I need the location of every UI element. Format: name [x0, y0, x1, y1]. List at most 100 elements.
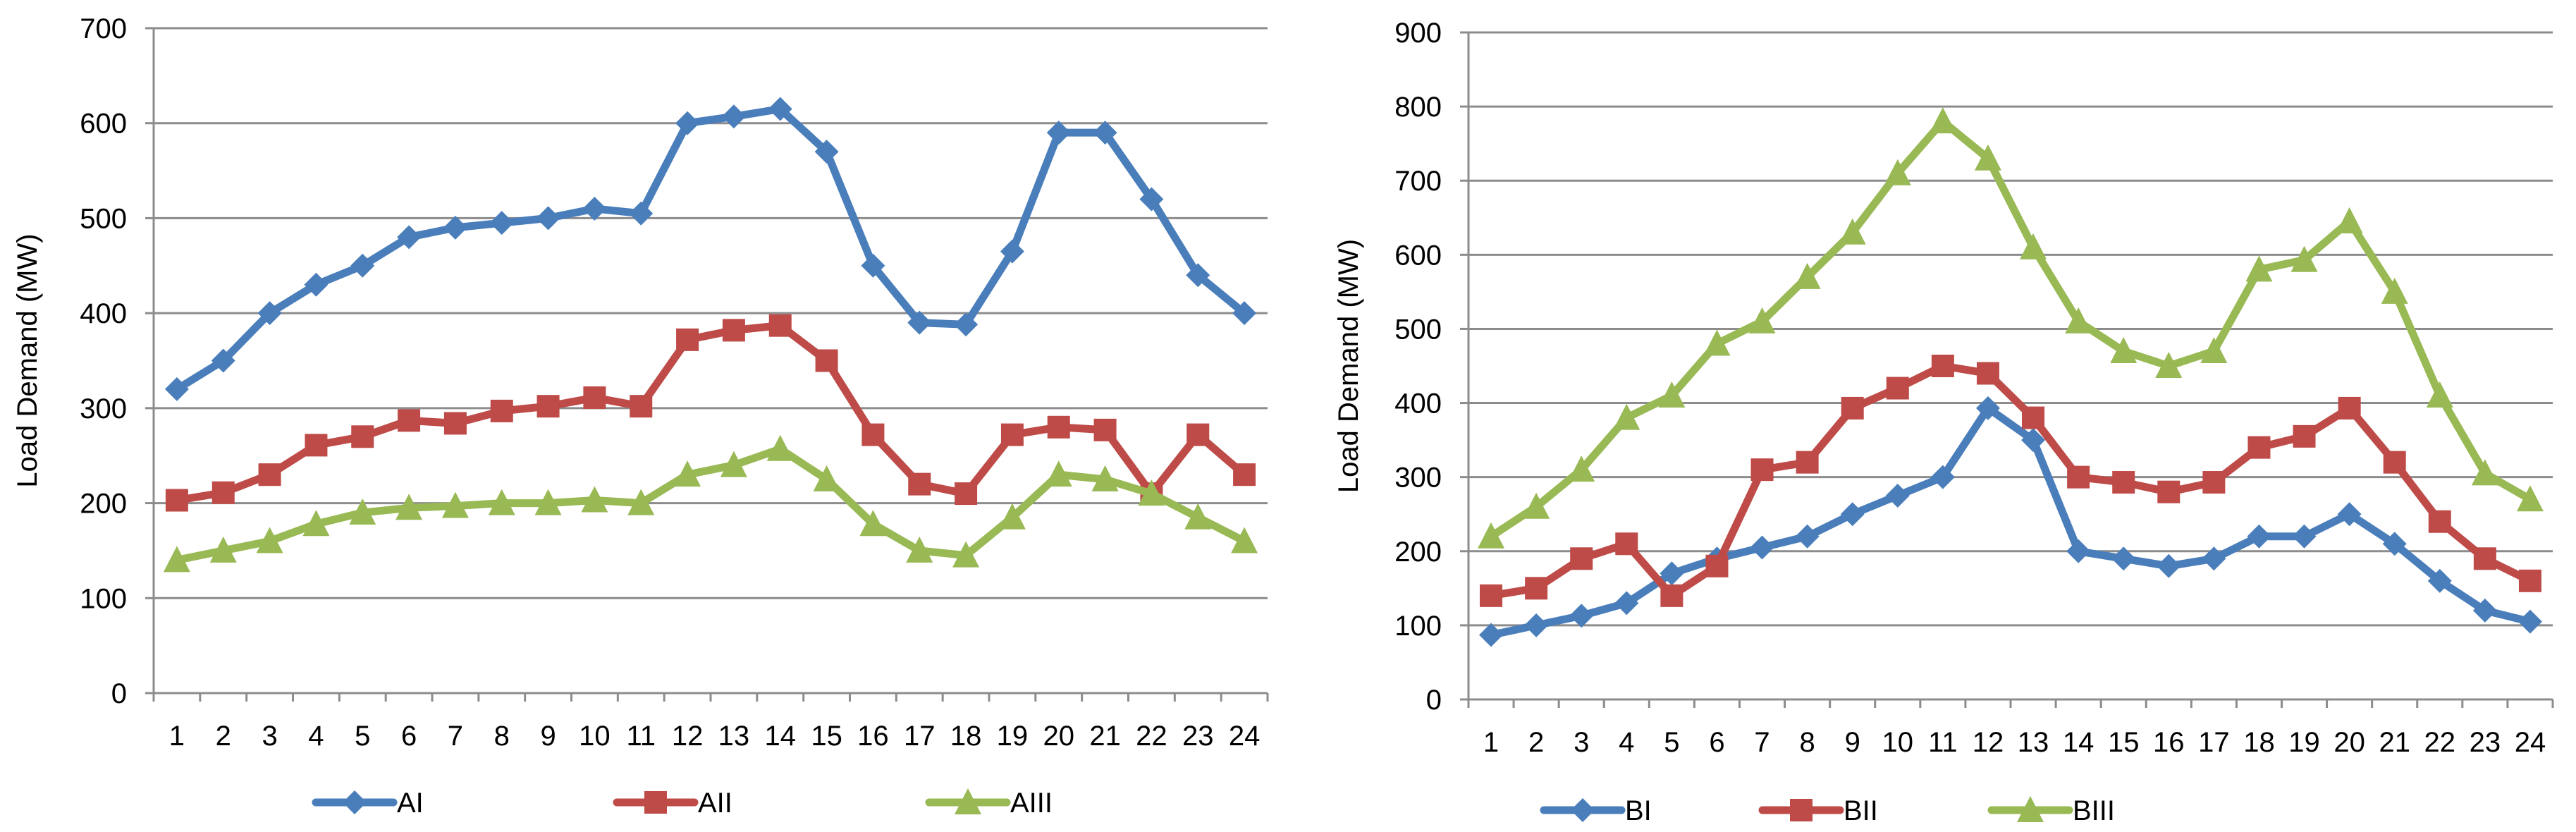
- data-point-bii: [2518, 569, 2541, 592]
- data-point-bi: [2292, 524, 2317, 549]
- data-point-aii: [351, 425, 374, 448]
- data-point-biii: [1974, 144, 2001, 171]
- data-point-biii: [1568, 455, 1595, 482]
- data-point-aii: [768, 314, 792, 337]
- y-tick-label: 100: [1394, 611, 1442, 642]
- data-point-ai: [304, 272, 329, 297]
- data-point-aii: [630, 395, 653, 418]
- x-tick-label: 17: [904, 721, 936, 752]
- data-point-bi: [1479, 623, 1504, 647]
- data-point-bi: [2157, 553, 2181, 578]
- data-point-ai: [257, 301, 282, 326]
- data-point-ai: [489, 211, 514, 235]
- data-point-bii: [2473, 547, 2496, 570]
- data-point-bi: [2247, 524, 2271, 549]
- data-point-biii: [2290, 245, 2318, 272]
- data-point-aii: [1000, 423, 1024, 446]
- legend-label-biii: BIII: [2073, 795, 2115, 826]
- x-tick-label: 15: [811, 721, 842, 752]
- data-point-biii: [2336, 207, 2363, 234]
- data-point-bi: [2066, 539, 2091, 563]
- data-point-ai: [629, 201, 654, 226]
- x-tick-label: 6: [1709, 727, 1724, 758]
- data-point-bii: [1931, 355, 1954, 377]
- x-tick-label: 24: [2515, 727, 2546, 758]
- data-point-ai: [443, 215, 467, 240]
- x-tick-label: 14: [765, 721, 797, 752]
- data-point-aiii: [209, 536, 237, 563]
- data-point-aii: [1186, 423, 1210, 446]
- x-tick-label: 20: [1043, 721, 1075, 752]
- data-point-bii: [1705, 554, 1729, 577]
- x-tick-label: 3: [262, 721, 277, 752]
- data-point-bi: [1840, 502, 1865, 527]
- x-tick-label: 20: [2333, 727, 2365, 758]
- data-point-bi: [1975, 396, 2000, 420]
- data-point-aii: [815, 349, 838, 372]
- x-tick-label: 19: [997, 721, 1029, 752]
- data-point-aiii: [952, 541, 980, 568]
- x-tick-label: 11: [626, 721, 656, 752]
- y-tick-label: 800: [1394, 92, 1442, 123]
- data-point-aii: [908, 472, 931, 496]
- data-point-bii: [2338, 396, 2361, 420]
- data-point-bii: [2428, 510, 2451, 533]
- x-tick-label: 22: [2424, 727, 2456, 758]
- x-tick-label: 7: [448, 721, 463, 752]
- data-point-aii: [443, 412, 467, 435]
- x-tick-label: 5: [355, 721, 370, 752]
- data-point-biii: [2200, 336, 2228, 363]
- data-point-biii: [1839, 218, 1866, 245]
- data-point-aii: [722, 319, 745, 342]
- data-point-bi: [2111, 546, 2136, 571]
- data-point-bi: [1750, 535, 1774, 560]
- data-point-aiii: [441, 491, 469, 518]
- y-tick-label: 0: [111, 678, 127, 709]
- data-point-aiii: [256, 527, 283, 553]
- data-point-ai: [907, 310, 932, 335]
- data-point-aiii: [813, 465, 840, 491]
- data-point-ai: [954, 312, 979, 337]
- data-point-ai: [814, 140, 839, 164]
- x-tick-label: 24: [1229, 721, 1261, 752]
- x-tick-label: 10: [579, 721, 611, 752]
- y-tick-label: 400: [1394, 389, 1442, 420]
- y-tick-label: 900: [1394, 18, 1442, 49]
- data-point-bi: [2021, 428, 2046, 453]
- x-tick-label: 17: [2198, 727, 2230, 758]
- data-point-aii: [676, 328, 699, 351]
- x-tick-label: 3: [1574, 727, 1589, 758]
- data-point-aiii: [534, 489, 562, 515]
- x-tick-label: 11: [1928, 727, 1958, 758]
- y-tick-label: 700: [80, 13, 127, 44]
- y-tick-label: 100: [80, 583, 127, 614]
- data-point-aii: [1233, 463, 1256, 487]
- x-tick-label: 12: [1973, 727, 2004, 758]
- data-point-bii: [1480, 584, 1503, 607]
- data-point-aiii: [302, 510, 330, 537]
- data-point-aiii: [720, 451, 747, 477]
- data-point-ai: [1093, 121, 1117, 145]
- x-tick-label: 13: [2018, 727, 2049, 758]
- x-tick-label: 1: [169, 721, 185, 752]
- legend-marker-bi: [1571, 798, 1595, 822]
- data-point-aii: [1093, 418, 1117, 441]
- legend-label-aiii: AIII: [1010, 788, 1053, 819]
- y-tick-label: 400: [80, 298, 127, 329]
- data-point-bii: [1976, 362, 1999, 385]
- data-point-biii: [1658, 381, 1686, 408]
- x-tick-label: 4: [1619, 727, 1634, 758]
- data-point-biii: [1748, 307, 1776, 334]
- data-point-bii: [2202, 471, 2226, 494]
- legend-marker-ai: [343, 790, 367, 814]
- data-point-biii: [2245, 255, 2273, 282]
- data-point-biii: [1478, 522, 1505, 549]
- data-point-biii: [2516, 485, 2544, 512]
- series-line-bii: [1487, 362, 2534, 600]
- data-point-bi: [1795, 524, 1820, 549]
- data-point-aiii: [674, 460, 701, 487]
- data-point-aiii: [349, 498, 376, 525]
